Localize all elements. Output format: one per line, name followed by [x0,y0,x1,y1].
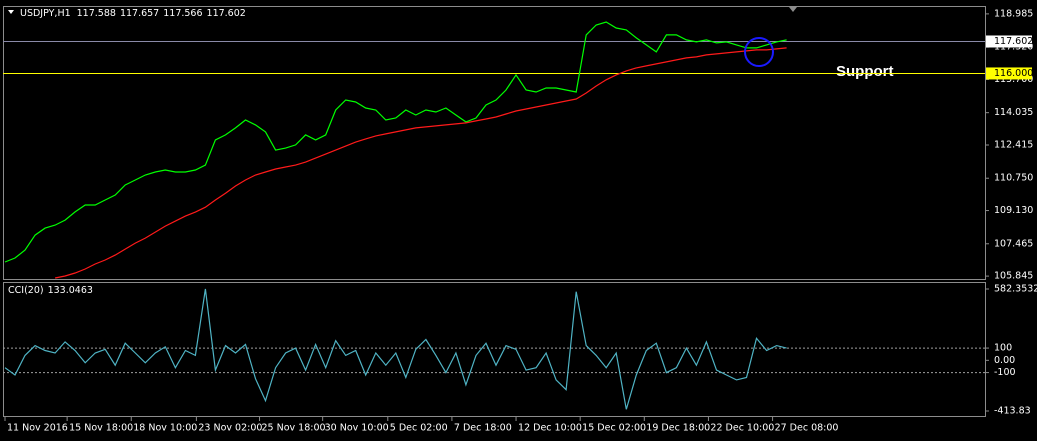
x-tick-label: 12 Dec 10:00 [518,423,582,434]
x-tick-label: 5 Dec 02:00 [390,423,448,434]
x-tick-label: 25 Nov 18:00 [262,423,326,434]
quote-low: 117.566 [163,8,202,19]
quote-open: 117.588 [77,8,116,19]
y-tick-label: 112.415 [994,139,1033,150]
price-label-box [986,67,1032,80]
price-label: 116.000 [994,68,1033,79]
quote-close: 117.602 [207,8,246,19]
series-line [4,288,787,410]
x-tick-label: 18 Nov 10:00 [133,423,197,434]
highlight-circle [744,37,774,67]
quote-high: 117.657 [120,8,159,19]
menu-triangle [8,10,14,14]
y-tick-label: -413.83 [994,406,1031,417]
price-header: USDJPY,H1 117.588 117.657 117.566 117.602 [20,8,246,19]
price-label: 117.602 [994,36,1033,47]
y-tick-label: 0.00 [994,355,1015,366]
x-tick-label: 11 Nov 2016 [7,423,68,434]
y-tick-label: 107.465 [994,238,1033,249]
price-label-box [986,35,1032,48]
x-tick-label: 22 Dec 10:00 [710,423,774,434]
x-tick-label: 23 Nov 02:00 [198,423,262,434]
x-tick-label: 30 Nov 10:00 [325,423,389,434]
series-line [4,21,787,263]
y-tick-label: 582.3532 [994,283,1037,294]
y-tick-label: 105.845 [994,271,1033,282]
y-tick-label: -100 [994,367,1016,378]
y-tick-label: 118.985 [994,8,1033,19]
plot-layer: 118.985117.320115.700114.035112.415110.7… [3,8,1037,434]
y-tick-label: 110.750 [994,173,1033,184]
shift-marker [789,7,797,12]
x-tick-label: 7 Dec 18:00 [454,423,512,434]
x-tick-label: 15 Dec 02:00 [582,423,646,434]
x-tick-label: 27 Dec 08:00 [775,423,839,434]
cci-header: CCI(20) 133.0463 [8,285,93,296]
cci-panel-frame [3,282,986,417]
y-tick-label: 100 [994,343,1012,354]
price-panel-frame [3,6,986,280]
cci-title: CCI(20) [8,285,44,296]
symbol-title: USDJPY,H1 [20,8,71,19]
x-tick-label: 19 Dec 18:00 [646,423,710,434]
y-tick-label: 114.035 [994,107,1033,118]
y-tick-label: 109.130 [994,205,1033,216]
series-line [54,47,787,279]
cci-last: 133.0463 [48,285,93,296]
x-tick-label: 15 Nov 18:00 [69,423,133,434]
support-annotation: Support [836,63,894,80]
